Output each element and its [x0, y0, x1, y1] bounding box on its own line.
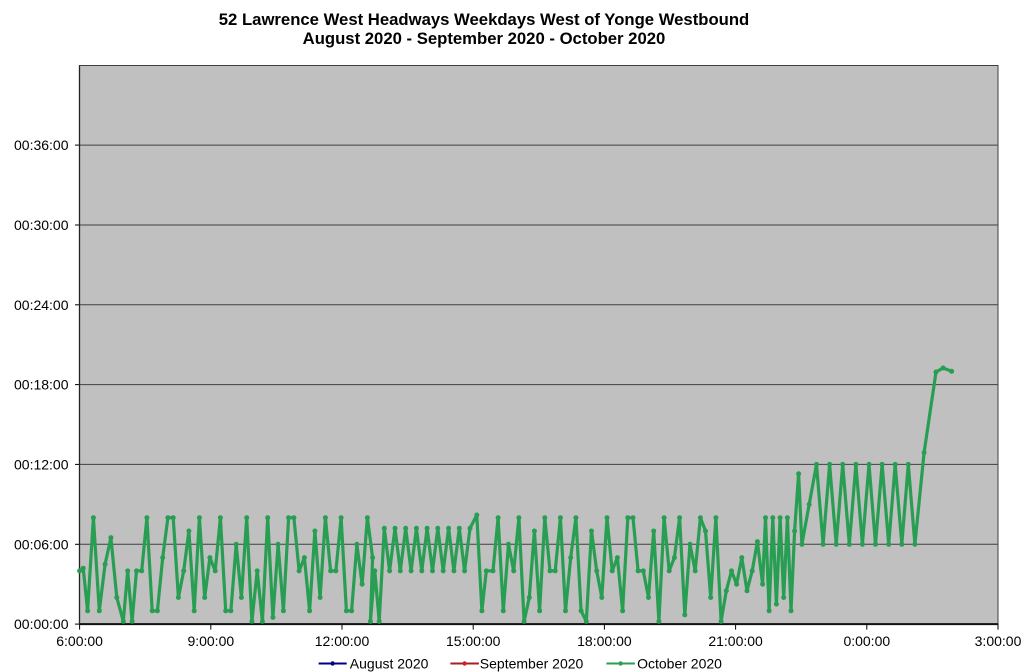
svg-text:21:00:00: 21:00:00: [708, 633, 763, 649]
svg-text:0:00:00: 0:00:00: [843, 633, 890, 649]
svg-text:August 2020 - September 2020 -: August 2020 - September 2020 - October 2…: [303, 29, 666, 48]
svg-text:3:00:00: 3:00:00: [975, 633, 1022, 649]
svg-text:6:00:00: 6:00:00: [56, 633, 103, 649]
svg-text:52 Lawrence West Headways Week: 52 Lawrence West Headways Weekdays West …: [219, 10, 749, 29]
svg-text:00:12:00: 00:12:00: [14, 456, 69, 472]
svg-text:00:06:00: 00:06:00: [14, 536, 69, 552]
svg-text:October 2020: October 2020: [637, 656, 722, 672]
svg-text:18:00:00: 18:00:00: [577, 633, 632, 649]
svg-text:September 2020: September 2020: [480, 656, 584, 672]
svg-text:00:18:00: 00:18:00: [14, 377, 69, 393]
svg-text:00:36:00: 00:36:00: [14, 137, 69, 153]
svg-text:00:30:00: 00:30:00: [14, 217, 69, 233]
svg-text:00:00:00: 00:00:00: [14, 616, 69, 632]
svg-text:9:00:00: 9:00:00: [187, 633, 234, 649]
svg-text:15:00:00: 15:00:00: [446, 633, 501, 649]
svg-text:00:24:00: 00:24:00: [14, 297, 69, 313]
svg-text:August 2020: August 2020: [350, 656, 429, 672]
svg-text:12:00:00: 12:00:00: [315, 633, 370, 649]
